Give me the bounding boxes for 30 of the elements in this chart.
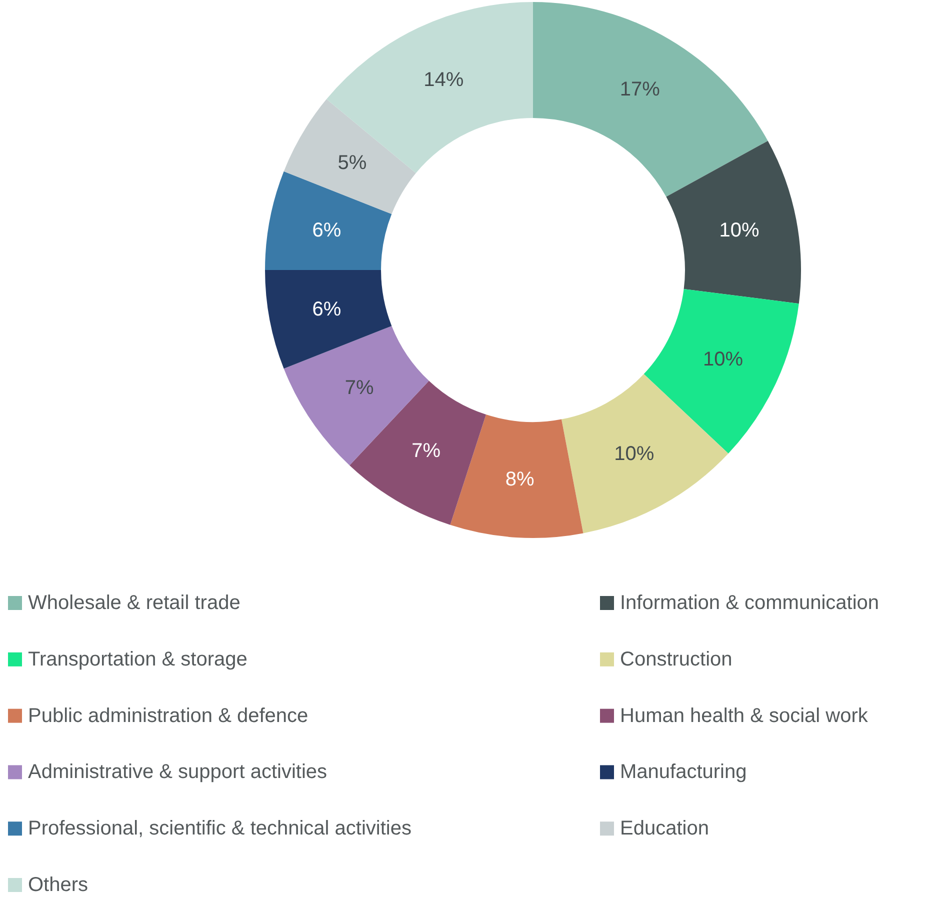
data-label: 6% [312,220,342,242]
legend-label: Human health & social work [620,704,869,727]
data-label: 7% [344,377,374,400]
legend-label: Professional, scientific & technical activities [28,818,412,840]
donut-slice [561,374,728,534]
legend-label: Information & communication [620,592,880,614]
legend-label: Administrative & support activities [28,761,328,784]
donut-slice [265,270,392,369]
legend-label: Wholesale & retail trade [28,592,240,614]
data-label: 10% [614,443,654,466]
legend-label: Transportation & storage [28,648,248,670]
legend-label: Others [28,874,88,896]
donut-slice [284,99,416,214]
legend-label: Education [620,818,709,840]
legend-label: Construction [620,648,732,670]
data-label: 17% [620,78,660,100]
legend-label: Public administration & defence [28,704,308,727]
data-label: 14% [424,68,464,91]
data-label: 6% [312,298,342,320]
donut-slice [533,2,768,197]
donut-slice [326,2,533,174]
donut-slice [450,414,584,538]
data-label: 10% [703,348,744,370]
data-label: 10% [719,220,760,242]
data-label: 8% [505,468,534,491]
data-label: 7% [412,440,441,462]
data-label: 5% [338,152,367,174]
donut-slice [265,171,392,270]
legend-label: Manufacturing [620,761,747,784]
donut-slice [666,140,801,304]
